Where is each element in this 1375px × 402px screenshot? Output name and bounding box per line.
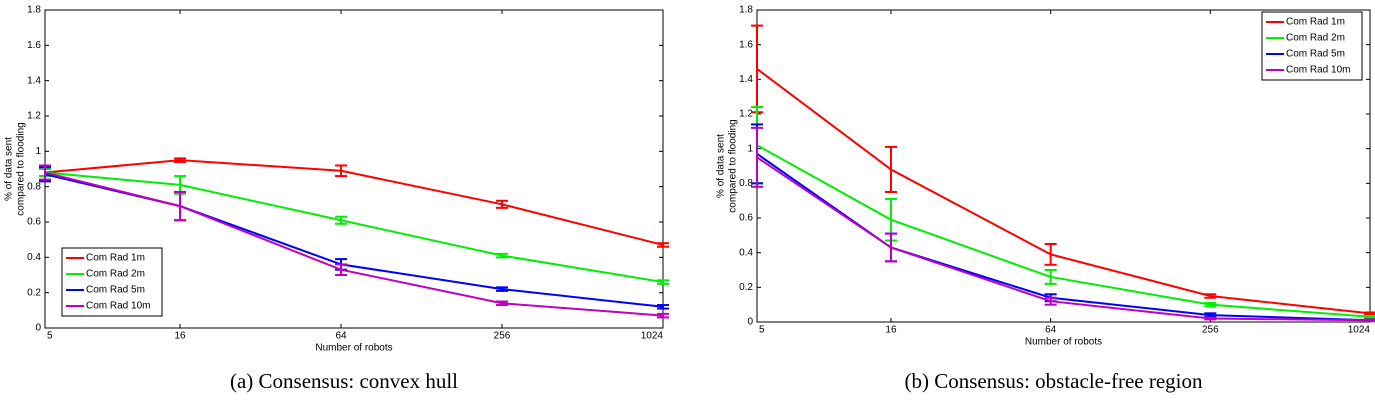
caption: (a) Consensus: convex hull [230,369,458,393]
error-bar [884,145,897,193]
legend-label: Com Rad 5m [86,285,145,296]
legend: Com Rad 1m Com Rad 2m Com Rad 5m Com Rad 10… [61,247,163,317]
error-bar [1364,314,1375,319]
y-tick-label: 0.6 [739,213,753,224]
y-tick-label: 0.4 [27,252,41,263]
x-axis-label: Number of robots [315,343,392,354]
y-tick-label: 1.4 [739,74,753,85]
legend-label: Com Rad 10m [86,301,150,312]
error-bar [1364,318,1375,323]
y-axis-label: % of data sent [4,137,15,201]
y-tick-label: 1.6 [27,40,41,51]
legend-label: Com Rad 2m [86,269,145,280]
x-tick-label: 256 [1202,325,1219,336]
y-tick-label: 0.8 [739,178,753,189]
error-bar [1044,269,1057,285]
error-bar [1204,293,1217,299]
error-bar [174,157,187,163]
x-tick-label: 1024 [641,331,664,342]
legend-label: Com Rad 1m [1286,17,1345,28]
y-tick-label: 1 [35,146,41,157]
x-tick-label: 1024 [1348,325,1371,336]
error-bar [335,164,348,178]
x-tick-label: 64 [335,331,347,342]
legend-label: Com Rad 10m [1286,65,1350,76]
y-tick-label: 0.2 [739,282,753,293]
error-bar [496,286,509,292]
legend-box [1261,11,1363,81]
y-axis-label: compared to flooding [728,119,739,212]
y-tick-label: 0 [747,317,753,328]
legend-label: Com Rad 1m [86,253,145,264]
x-tick-label: 16 [175,331,187,342]
legend: Com Rad 1m Com Rad 2m Com Rad 5m Com Rad 10… [1261,11,1363,81]
x-axis-label: Number of robots [1025,337,1102,348]
y-axis-label: compared to flooding [16,122,27,215]
error-bar [496,300,509,307]
series-line [44,159,664,246]
error-bar [496,199,509,209]
y-tick-label: 1.8 [739,5,753,16]
y-axis-label: % of data sent [716,134,727,198]
series-line [756,153,1371,322]
x-tick-label: 5 [759,325,765,336]
y-tick-label: 0.8 [27,181,41,192]
y-tick-label: 1.4 [27,75,41,86]
series-line [756,156,1371,322]
error-bar [657,312,669,319]
y-tick-label: 1.6 [739,39,753,50]
x-tick-label: 16 [885,325,897,336]
error-bar [884,232,897,263]
x-tick-label: 64 [1045,325,1057,336]
legend-box [61,247,163,317]
error-bar [657,242,669,248]
error-bar [496,252,509,259]
error-bar [1204,316,1217,321]
error-bar [1044,243,1057,266]
y-tick-label: 1.8 [27,5,41,16]
series-line [756,68,1371,315]
y-tick-label: 0.4 [739,247,753,258]
y-tick-label: 0.2 [27,287,41,298]
error-bar [657,279,669,285]
x-tick-label: 256 [494,331,511,342]
legend-label: Com Rad 5m [1286,49,1345,60]
error-bar [174,190,187,222]
error-bar [1204,301,1217,308]
legend-label: Com Rad 2m [1286,33,1345,44]
y-tick-label: 0.6 [27,217,41,228]
series-line [756,144,1371,318]
error-bar [657,304,669,310]
error-bar [1364,311,1375,316]
caption: (b) Consensus: obstacle-free region [905,369,1203,393]
error-bar [335,215,348,225]
y-tick-label: 0 [35,323,41,334]
y-tick-label: 1 [747,143,753,154]
error-bar [1044,296,1057,306]
error-bar [39,164,51,181]
y-tick-label: 1.2 [739,109,753,120]
y-tick-label: 1.2 [27,111,41,122]
x-tick-label: 5 [47,331,53,342]
error-bar [751,126,763,188]
error-bar [335,263,348,276]
